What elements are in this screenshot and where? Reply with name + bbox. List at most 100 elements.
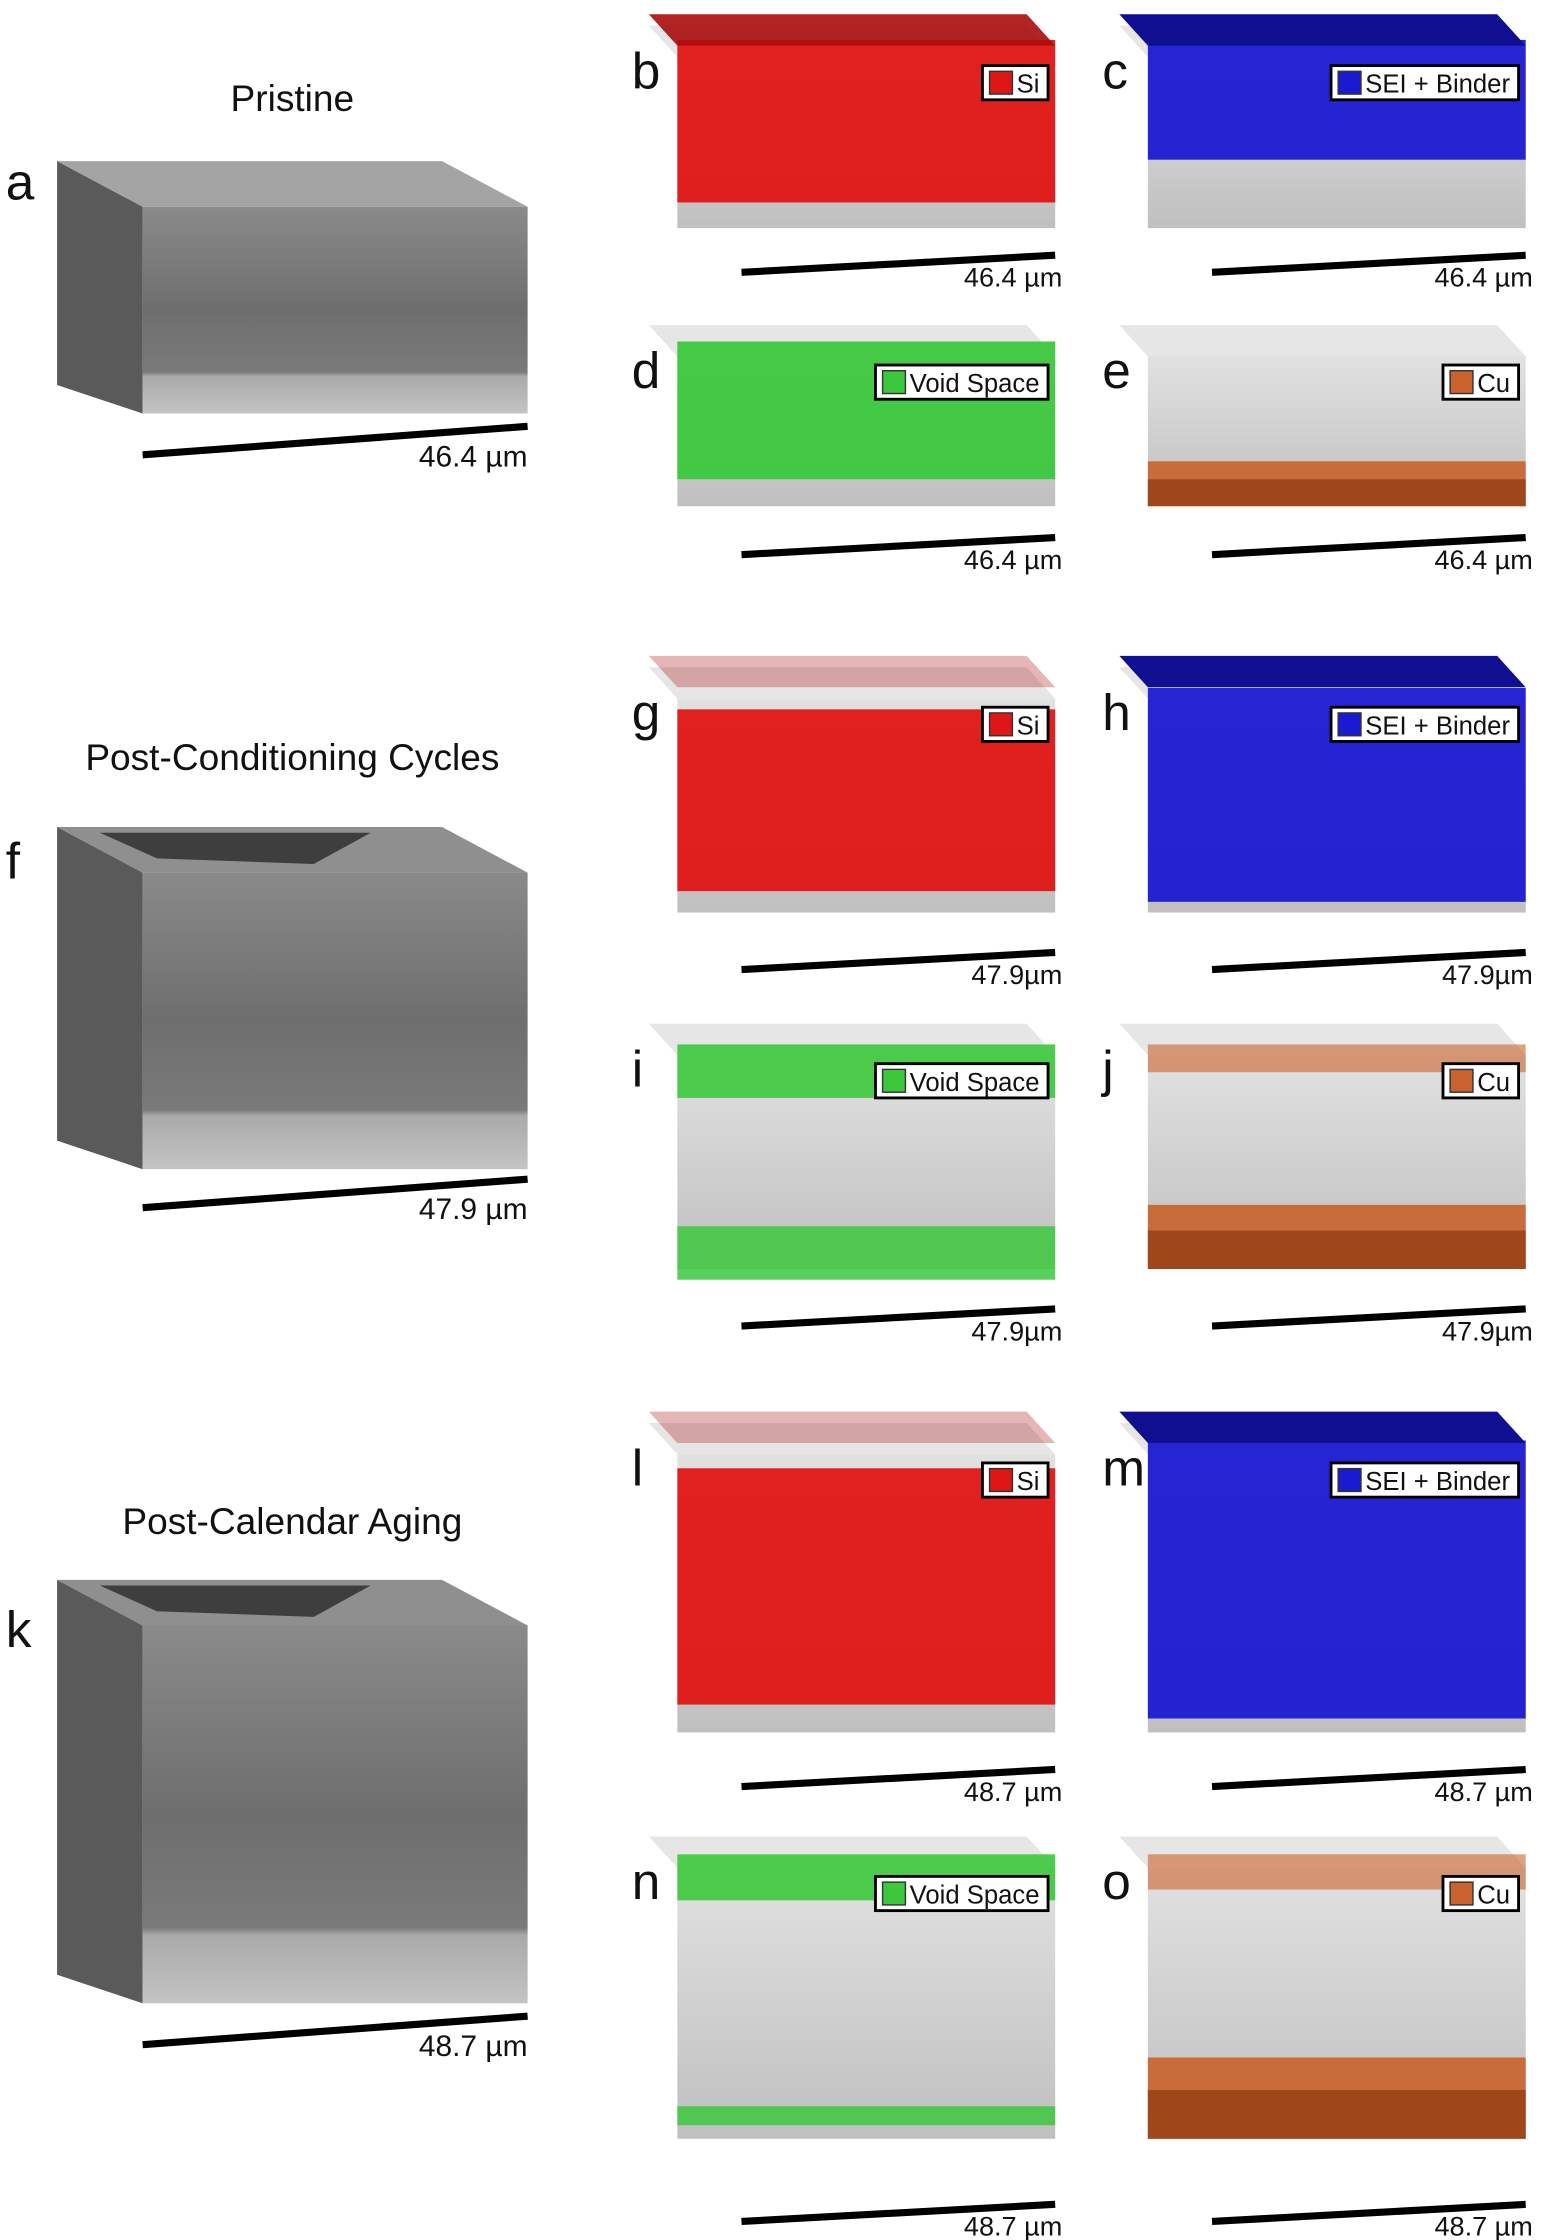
scale-label: 48.7 µm [964, 2211, 1062, 2240]
legend-box [1329, 705, 1521, 743]
material-base [1147, 479, 1526, 507]
panel-letter: m [1102, 1440, 1145, 1497]
scale-label: 48.7 µm [419, 2030, 528, 2063]
scale-bar [741, 948, 1056, 974]
legend-label: Cu [1477, 370, 1510, 398]
panel-letter: i [632, 1040, 643, 1097]
material-top [648, 14, 1056, 46]
scale-label: 46.4 µm [1434, 262, 1532, 293]
legend-swatch [1337, 712, 1362, 737]
material-top [1119, 655, 1526, 688]
legend-swatch [988, 1467, 1014, 1493]
legend-swatch [988, 70, 1014, 95]
panel-letter: f [6, 832, 21, 889]
cube-left [57, 161, 143, 414]
scale-bar [741, 1305, 1056, 1330]
material [677, 1226, 1056, 1280]
scale-bar [1211, 1305, 1526, 1330]
panel-letter: a [6, 154, 35, 211]
scale-label: 48.7 µm [964, 1776, 1062, 1807]
legend-label: Cu [1477, 1069, 1510, 1097]
material-base [1147, 1230, 1526, 1270]
row-title: Post-Conditioning Cycles [85, 736, 499, 778]
panel-letter: j [1100, 1040, 1113, 1097]
scale-label: 47.9µm [1442, 959, 1533, 990]
legend-swatch [1337, 70, 1362, 95]
material-base [1147, 2090, 1526, 2139]
panel-letter: k [6, 1601, 32, 1658]
cube-top-dark [99, 832, 371, 865]
scale-label: 48.7 µm [1434, 1776, 1532, 1807]
volume-top [1119, 325, 1526, 357]
scale-label: 48.7 µm [1434, 2211, 1532, 2240]
legend-box [1329, 64, 1521, 102]
scale-bar [1211, 1765, 1526, 1791]
material-top [648, 655, 1056, 688]
material [677, 1468, 1056, 1705]
legend-box [1329, 1461, 1521, 1499]
scale-label: 47.9µm [1442, 1315, 1533, 1346]
legend-swatch [1449, 370, 1474, 395]
panel-letter: b [632, 42, 661, 99]
cube-left [57, 1579, 143, 2004]
scale-label: 47.9µm [971, 1315, 1062, 1346]
legend-swatch [881, 370, 907, 395]
legend-label: Cu [1477, 1882, 1510, 1910]
cube-top [57, 161, 528, 207]
scale-label: 47.9 µm [419, 1193, 528, 1226]
legend-label: SEI + Binder [1365, 712, 1510, 740]
cube-left [57, 826, 143, 1170]
legend-swatch [988, 712, 1014, 737]
scale-bar [741, 2200, 1056, 2226]
volume-top [648, 667, 1056, 699]
legend-label: SEI + Binder [1365, 71, 1510, 99]
legend-swatch [1449, 1068, 1474, 1093]
panel-letter: g [632, 684, 661, 741]
legend-label: Si [1017, 71, 1040, 99]
scale-bar [741, 251, 1056, 276]
scale-bar [1211, 533, 1526, 559]
panel-letter: h [1102, 684, 1131, 741]
scale-bar [142, 2012, 528, 2049]
scale-bar [142, 1175, 528, 1212]
material [677, 341, 1056, 480]
scale-label: 47.9µm [971, 959, 1062, 990]
material-top [1119, 1411, 1526, 1443]
legend-label: Void Space [910, 370, 1040, 398]
legend-swatch [881, 1881, 907, 1906]
volume-front [677, 1867, 1056, 2139]
material [677, 2106, 1056, 2126]
legend-label: Void Space [910, 1069, 1040, 1097]
row-title: Pristine [231, 77, 355, 119]
legend-label: Si [1017, 712, 1040, 740]
row-title: Post-Calendar Aging [122, 1500, 462, 1542]
scale-bar [1211, 948, 1526, 974]
scale-label: 46.4 µm [964, 262, 1062, 293]
scale-label: 46.4 µm [419, 440, 528, 473]
cube-front [142, 206, 528, 414]
legend-label: Si [1017, 1468, 1040, 1496]
cube-front [142, 872, 528, 1170]
scale-bar [142, 422, 528, 459]
cube-top-dark [99, 1585, 371, 1617]
scale-bar [1211, 251, 1526, 276]
legend-label: SEI + Binder [1365, 1468, 1510, 1496]
legend-swatch [1449, 1881, 1474, 1906]
panel-letter: e [1102, 342, 1131, 399]
panel-letter: l [632, 1440, 643, 1497]
volume-top [648, 1422, 1056, 1455]
legend-label: Void Space [910, 1882, 1040, 1910]
material-top [648, 1411, 1056, 1443]
cube-front [142, 1625, 528, 2004]
panel-letter: d [632, 342, 661, 399]
scale-bar [741, 533, 1056, 559]
material-top [1119, 14, 1526, 46]
scale-bar [741, 1765, 1056, 1791]
panel-letter: c [1102, 42, 1128, 99]
legend-swatch [881, 1068, 907, 1093]
legend-swatch [1337, 1467, 1362, 1493]
scale-label: 46.4 µm [1434, 544, 1532, 575]
scale-label: 46.4 µm [964, 544, 1062, 575]
